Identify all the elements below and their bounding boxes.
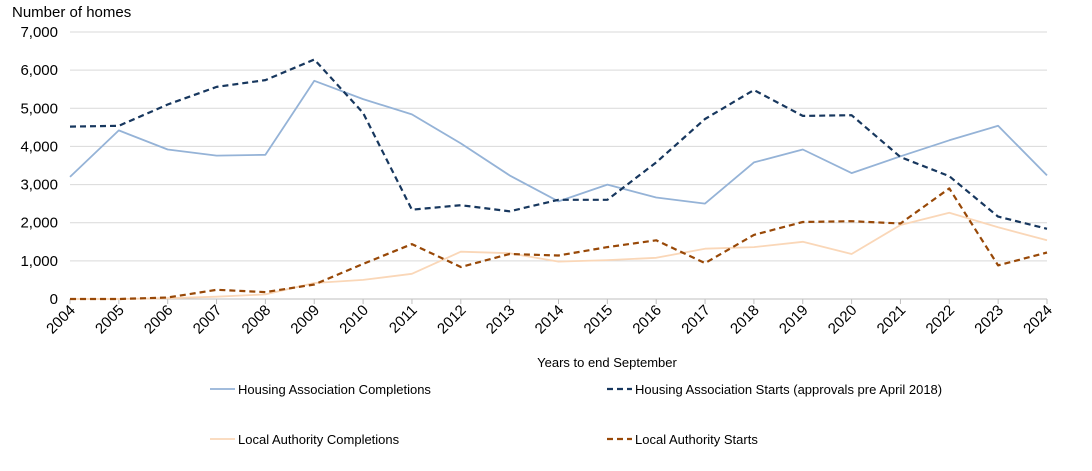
legend-item-1: Housing Association Starts (approvals pr… — [607, 382, 942, 397]
x-tick-label: 2012 — [434, 302, 470, 338]
series-line-3 — [70, 187, 1048, 301]
y-tick-label: 5,000 — [20, 100, 58, 117]
x-tick-label: 2023 — [971, 302, 1007, 338]
series-line-0 — [69, 79, 1048, 205]
gridlines — [70, 31, 1047, 262]
legend-label: Local Authority Completions — [238, 432, 400, 447]
x-tick-label: 2017 — [678, 302, 714, 338]
legend-label: Housing Association Starts (approvals pr… — [635, 382, 942, 397]
series-line-2 — [70, 211, 1048, 300]
x-tick-label: 2004 — [43, 302, 79, 338]
x-tick-label: 2009 — [287, 302, 323, 338]
y-tick-label: 0 — [50, 291, 58, 308]
legend: Housing Association Completions Housing A… — [210, 382, 942, 447]
tick-labels: 0 1,000 2,000 3,000 4,000 5,000 6,000 7,000 2004… — [20, 24, 1055, 337]
legend-item-0: Housing Association Completions — [210, 382, 431, 397]
x-tick-label: 2008 — [239, 302, 275, 338]
y-tick-label: 1,000 — [20, 253, 58, 270]
legend-label: Housing Association Completions — [238, 382, 431, 397]
x-tick-label: 2014 — [532, 302, 568, 338]
x-tick-label: 2022 — [923, 302, 959, 338]
x-tick-label: 2013 — [483, 302, 519, 338]
y-tick-label: 4,000 — [20, 138, 58, 155]
series-line-1 — [69, 58, 1048, 230]
legend-item-2: Local Authority Completions — [210, 432, 400, 447]
legend-item-3: Local Authority Starts — [607, 432, 758, 447]
x-tick-label: 2021 — [874, 302, 910, 338]
legend-label: Local Authority Starts — [635, 432, 758, 447]
x-tick-label: 2024 — [1020, 302, 1056, 338]
x-tick-label: 2010 — [336, 302, 372, 338]
x-axis-title: Years to end September — [537, 355, 677, 370]
x-tick-label: 2007 — [190, 302, 226, 338]
x-tick-label: 2020 — [825, 302, 861, 338]
x-tick-label: 2015 — [581, 302, 617, 338]
x-tick-label: 2018 — [727, 302, 763, 338]
series-lines — [69, 58, 1048, 301]
x-tick-label: 2006 — [141, 302, 177, 338]
y-tick-label: 2,000 — [20, 215, 58, 232]
y-tick-label: 6,000 — [20, 62, 58, 79]
x-tick-label: 2011 — [386, 302, 421, 337]
x-tick-label: 2019 — [776, 302, 812, 338]
y-tick-label: 7,000 — [20, 24, 58, 41]
axes — [69, 298, 1048, 304]
y-axis-title: Number of homes — [12, 4, 131, 21]
x-tick-label: 2016 — [629, 302, 665, 338]
y-tick-label: 3,000 — [20, 177, 58, 194]
x-tick-label: 2005 — [92, 302, 128, 338]
